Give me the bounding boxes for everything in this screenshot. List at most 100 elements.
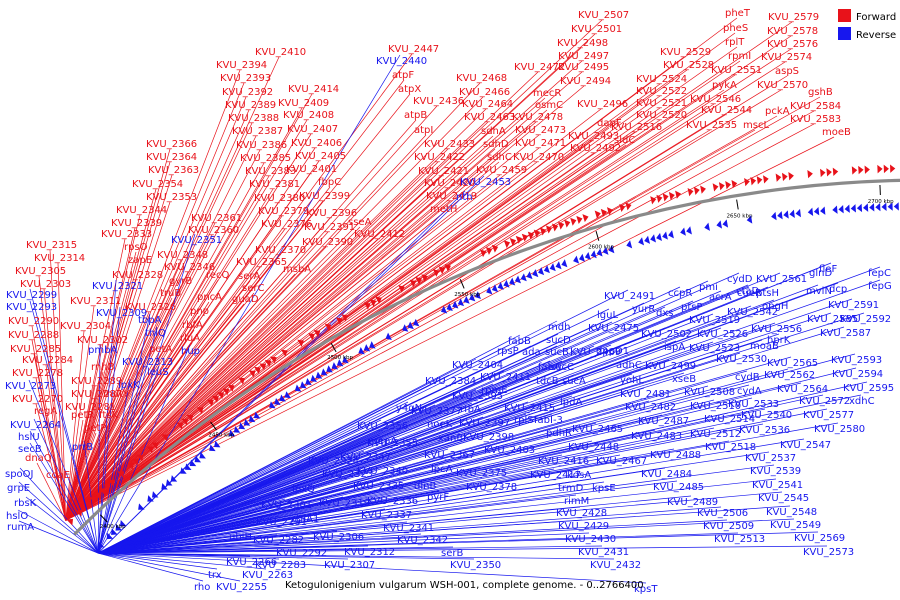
forward-gene-labels: KVU_2410 KVU_2394 KVU_2393 KVU_2392 KVU_2414… xyxy=(8,8,851,481)
reverse-gene-label: KVU_2367 xyxy=(424,450,475,461)
forward-feature xyxy=(313,329,321,338)
reverse-feature xyxy=(538,267,545,276)
reverse-gene-label: ada xyxy=(522,347,541,358)
forward-gene-label: KVU_2495 xyxy=(558,62,609,73)
reverse-gene-label: kpsT xyxy=(634,584,658,595)
reverse-gene-label: KVU_2487 xyxy=(638,416,689,427)
forward-gene-label: KVU_2524 xyxy=(636,74,687,85)
reverse-leader-line xyxy=(98,397,753,554)
reverse-gene-label: rimM xyxy=(564,496,589,507)
reverse-leader-line xyxy=(98,385,709,554)
reverse-gene-label: KVU_2539 xyxy=(750,466,801,477)
reverse-leader-line xyxy=(98,531,819,554)
reverse-gene-label: mepA xyxy=(368,436,397,447)
forward-feature xyxy=(485,247,493,255)
reverse-feature xyxy=(243,418,251,426)
reverse-gene-label: xthA1 xyxy=(290,514,319,525)
reverse-feature xyxy=(881,202,887,211)
forward-gene-label: rpsO xyxy=(124,242,148,253)
forward-feature-arrows xyxy=(66,164,896,526)
forward-leader-line xyxy=(65,135,494,521)
forward-gene-label: sseA xyxy=(348,217,372,228)
forward-feature xyxy=(675,190,682,199)
forward-leader-line xyxy=(65,32,736,521)
map-caption: Ketogulonigenium vulgarum WSH-001, compl… xyxy=(285,580,644,591)
reverse-feature xyxy=(514,275,522,284)
forward-gene-label: KVU_2478 xyxy=(512,112,563,123)
reverse-gene-label: ubiH xyxy=(229,532,252,543)
forward-gene-label: petP xyxy=(84,423,106,434)
reverse-leader-line xyxy=(98,481,605,554)
forward-gene-label: KVU_2281 xyxy=(65,402,116,413)
forward-feature xyxy=(570,217,577,226)
reverse-gene-label: KVU_2282 xyxy=(253,535,304,546)
reverse-leader-line xyxy=(18,520,99,554)
reverse-feature xyxy=(474,291,482,299)
forward-leader-line xyxy=(65,297,173,521)
forward-leader-line xyxy=(65,285,182,521)
reverse-feature xyxy=(189,459,197,467)
reverse-feature xyxy=(310,374,317,382)
reverse-gene-label: KVU_2306 xyxy=(313,532,364,543)
reverse-gene-label: moaB xyxy=(750,341,779,352)
reverse-gene-label: KVU_2255 xyxy=(216,582,267,593)
reverse-gene-label: KVU_2337 xyxy=(361,510,412,521)
reverse-feature xyxy=(722,219,729,228)
reverse-feature xyxy=(214,440,221,448)
forward-leader-line xyxy=(65,330,85,521)
reverse-gene-label: KVU_2453 xyxy=(460,177,511,188)
reverse-gene-label: tdcB xyxy=(536,376,559,387)
reverse-feature xyxy=(813,207,820,216)
reverse-gene-label: KVU_2301 xyxy=(261,500,312,511)
reverse-feature xyxy=(704,222,710,231)
forward-gene-label: KVU_2305 xyxy=(15,266,66,277)
forward-feature xyxy=(851,166,858,175)
reverse-gene-label: noeK xyxy=(427,419,453,430)
reverse-gene-label: KVU_2377 xyxy=(411,406,462,417)
reverse-gene-label: pdhR xyxy=(546,428,572,439)
reverse-leader-line xyxy=(98,266,881,554)
reverse-feature xyxy=(452,300,459,309)
reverse-feature xyxy=(369,341,376,349)
forward-feature xyxy=(238,377,245,385)
forward-gene-label: KVU_2401 xyxy=(286,164,337,175)
forward-leader-line xyxy=(65,419,112,521)
forward-feature xyxy=(479,249,487,258)
forward-gene-label: KVU_2410 xyxy=(255,47,306,58)
reverse-feature xyxy=(336,359,344,367)
forward-leader-line xyxy=(43,288,67,521)
reverse-gene-label: KVU_2518 xyxy=(705,442,756,453)
reverse-feature xyxy=(111,528,118,535)
forward-gene-label: KVU_2579 xyxy=(768,12,819,23)
forward-gene-label: KVU_2392 xyxy=(222,87,273,98)
reverse-feature xyxy=(326,365,333,373)
reverse-gene-label: KVU_2564 xyxy=(777,384,828,395)
forward-feature xyxy=(594,210,601,219)
reverse-leader-line xyxy=(98,298,853,554)
reverse-gene-label: KVU_2580 xyxy=(814,424,865,435)
reverse-gene-label: KVU_2523 xyxy=(689,343,740,354)
reverse-feature xyxy=(407,321,414,330)
reverse-gene-label: KVU_2350 xyxy=(450,560,501,571)
forward-feature xyxy=(308,333,315,341)
reverse-feature xyxy=(869,203,875,212)
tick-label: 2500 kbp xyxy=(327,355,353,361)
reverse-gene-label: KVU_2510 xyxy=(690,401,741,412)
reverse-leader-line xyxy=(98,368,789,554)
reverse-feature xyxy=(138,503,145,510)
forward-feature xyxy=(858,165,864,175)
reverse-feature xyxy=(115,524,123,531)
forward-leader-line xyxy=(65,432,97,521)
reverse-leader-line xyxy=(97,308,610,554)
forward-gene-label: regA xyxy=(34,406,57,417)
forward-feature xyxy=(826,168,832,177)
reverse-leader-line xyxy=(98,440,593,554)
reverse-feature xyxy=(321,368,328,376)
forward-gene-label: dapF xyxy=(597,118,622,129)
reverse-gene-label: KVU_2395 xyxy=(452,391,503,402)
forward-leader-line xyxy=(65,60,583,521)
forward-leader-line xyxy=(65,56,280,521)
reverse-gene-label: KVU_2512 xyxy=(690,429,741,440)
forward-feature xyxy=(369,299,377,307)
